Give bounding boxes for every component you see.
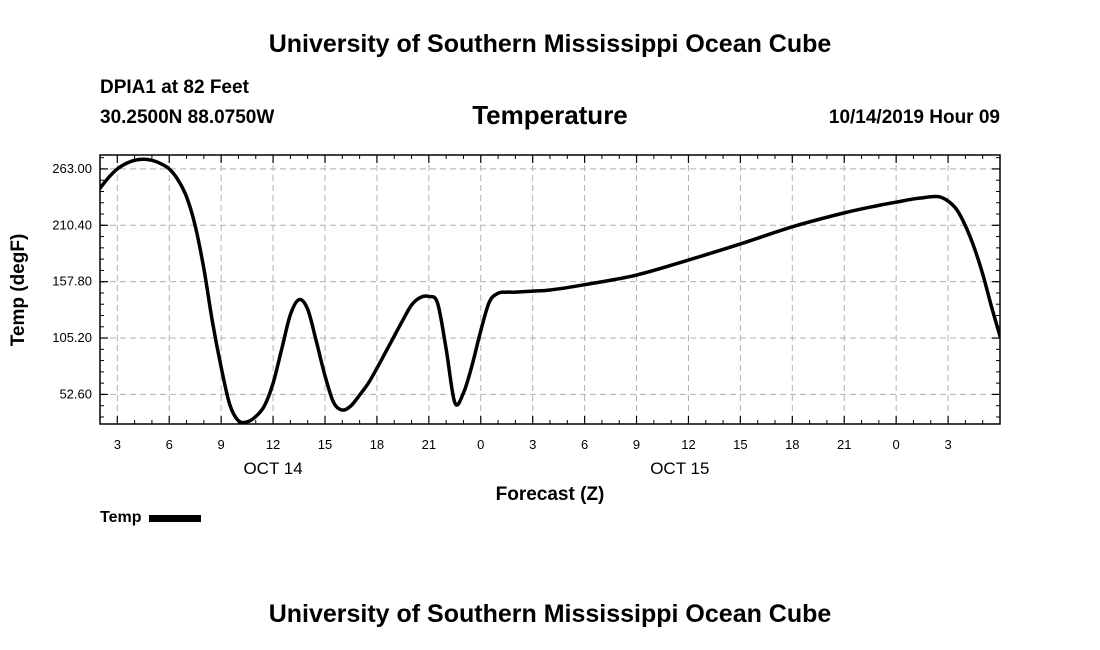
x-tick-label: 6 [581, 437, 588, 452]
legend-label: Temp [100, 509, 142, 526]
y-tick-label: 52.60 [59, 386, 92, 401]
y-tick-label: 210.40 [52, 217, 92, 232]
y-tick-label: 157.80 [52, 274, 92, 289]
x-tick-label: 15 [318, 437, 332, 452]
x-axis-title: Forecast (Z) [496, 484, 605, 505]
x-tick-label: 15 [733, 437, 747, 452]
x-tick-label: 6 [166, 437, 173, 452]
axis-ticks [99, 155, 1001, 424]
x-tick-label: 12 [266, 437, 280, 452]
x-tick-label: 9 [218, 437, 225, 452]
x-tick-label: 3 [944, 437, 951, 452]
x-tick-label: 9 [633, 437, 640, 452]
y-tick-label: 263.00 [52, 161, 92, 176]
page-title: University of Southern Mississippi Ocean… [268, 30, 832, 58]
series-line-temp [100, 157, 1000, 424]
x-tick-label: 21 [837, 437, 851, 452]
datetime-label: 10/14/2019 Hour 09 [828, 107, 1000, 128]
x-tick-label: 0 [893, 437, 900, 452]
y-axis-title: Temp (degF) [8, 234, 29, 347]
x-tick-label: 18 [785, 437, 799, 452]
x-tick-label: 21 [422, 437, 436, 452]
x-tick-label: 3 [114, 437, 121, 452]
chart-title: Temperature [472, 100, 628, 130]
series-layer [100, 157, 1000, 424]
x-tick-label: 12 [681, 437, 695, 452]
legend: Temp [100, 509, 202, 527]
x-tick-label: 0 [477, 437, 484, 452]
x-tick-label: 3 [529, 437, 536, 452]
x-tick-label: 18 [370, 437, 384, 452]
plot-frame [99, 154, 1001, 425]
coordinates-label: 30.2500N 88.0750W [100, 107, 275, 128]
date-label: OCT 14 [243, 459, 302, 478]
legend-swatch [149, 514, 202, 522]
station-label: DPIA1 at 82 Feet [100, 77, 249, 98]
y-tick-label: 105.20 [52, 330, 92, 345]
date-label: OCT 15 [650, 459, 709, 478]
footer-title: University of Southern Mississippi Ocean… [268, 600, 832, 628]
axis-labels: 52.60 105.20 157.80 210.40 263.00 3 6 9 12 15 18 21… [52, 161, 951, 478]
